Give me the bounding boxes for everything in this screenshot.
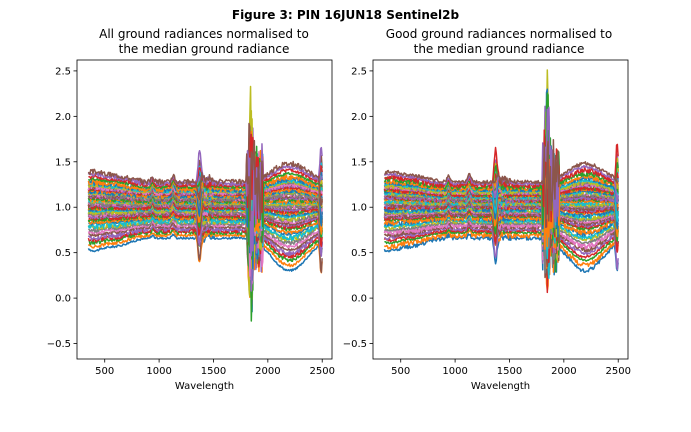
y-tick-label-2: 0.5: [351, 248, 367, 259]
left-axes-frame: [76, 59, 333, 360]
left-y-ticks: −0.5 0.0 0.5 1.0 1.5 2.0 2.5: [47, 66, 77, 350]
x-tick-label-2000: 2000: [551, 366, 576, 377]
series-line-53: [87, 145, 323, 260]
right-y-ticks: −0.5 0.0 0.5 1.0 1.5 2.0 2.5: [343, 66, 373, 350]
x-tick-label-2000: 2000: [255, 366, 280, 377]
left-panel: All ground radiances normalised to the m…: [47, 27, 335, 392]
y-tick-label-2: 0.5: [55, 248, 71, 259]
series-line-56: [383, 139, 619, 229]
y-tick-label-1: 0.0: [351, 294, 367, 305]
series-line-7: [383, 166, 619, 261]
right-plot-lines: [383, 69, 619, 294]
x-tick-label-1500: 1500: [497, 366, 522, 377]
right-panel-title-line-2: the median ground radiance: [414, 42, 585, 56]
y-tick-label-4: 1.5: [351, 157, 367, 168]
figure-title: Figure 3: PIN 16JUN18 Sentinel2b: [232, 8, 460, 22]
x-tick-label-1000: 1000: [442, 366, 467, 377]
right-panel-title-line-1: Good ground radiances normalised to: [386, 27, 612, 41]
left-x-axis-label: Wavelength: [175, 381, 234, 392]
y-tick-label-3: 1.0: [55, 203, 71, 214]
right-panel: Good ground radiances normalised to the …: [343, 27, 631, 392]
y-tick-label-6: 2.5: [351, 66, 367, 77]
x-tick-label-500: 500: [95, 366, 114, 377]
y-tick-label-6: 2.5: [55, 66, 71, 77]
x-tick-label-500: 500: [391, 366, 410, 377]
left-panel-title-line-1: All ground radiances normalised to: [99, 27, 309, 41]
left-x-ticks: 500 1000 1500 2000 2500: [95, 359, 335, 377]
left-plot-lines: [87, 85, 323, 322]
series-line-2: [383, 194, 619, 292]
series-line-11: [88, 124, 323, 260]
y-tick-label-3: 1.0: [351, 203, 367, 214]
y-tick-label-0: −0.5: [47, 339, 71, 350]
x-tick-label-2500: 2500: [605, 366, 630, 377]
x-tick-label-1000: 1000: [146, 366, 171, 377]
y-tick-label-5: 2.0: [351, 112, 367, 123]
series-line-2: [87, 195, 323, 298]
right-x-axis-label: Wavelength: [471, 381, 530, 392]
y-tick-label-0: −0.5: [343, 339, 367, 350]
right-x-ticks: 500 1000 1500 2000 2500: [391, 359, 631, 377]
y-tick-label-4: 1.5: [55, 157, 71, 168]
series-line-4: [383, 191, 619, 294]
y-tick-label-5: 2.0: [55, 112, 71, 123]
left-panel-title-line-2: the median ground radiance: [119, 42, 290, 56]
x-tick-label-1500: 1500: [201, 366, 226, 377]
right-axes-frame: [372, 59, 629, 360]
y-tick-label-1: 0.0: [55, 294, 71, 305]
series-line-56: [87, 139, 323, 222]
x-tick-label-2500: 2500: [309, 366, 334, 377]
